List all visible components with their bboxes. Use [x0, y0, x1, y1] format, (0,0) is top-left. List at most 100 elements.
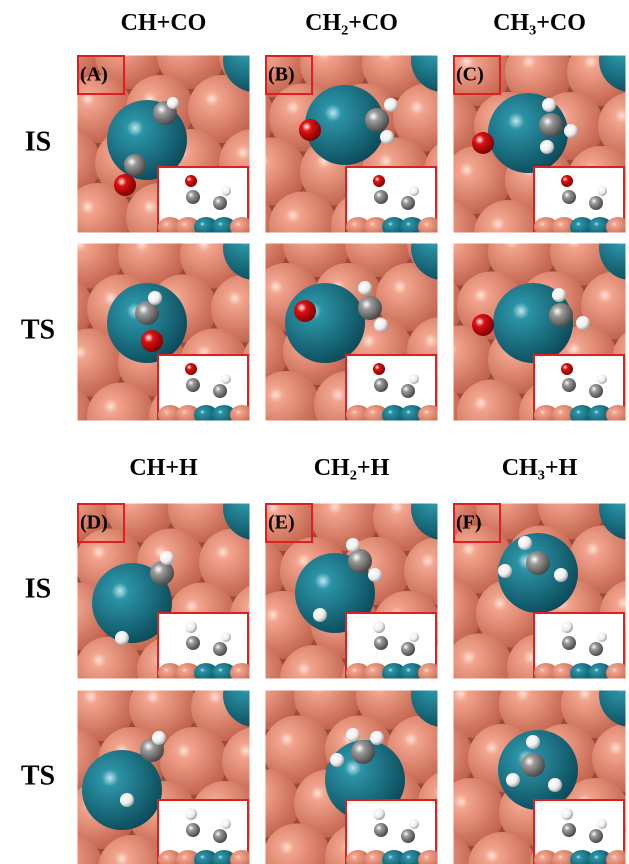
cu-atom: [569, 418, 629, 486]
inset-atom: [373, 175, 385, 187]
inset-atom: [373, 621, 385, 633]
cu-atom: [87, 383, 155, 451]
adsorbate-atom: [526, 735, 540, 749]
adsorbate-atom: [167, 97, 179, 109]
inset-atom: [185, 363, 197, 375]
inset-atom: [185, 621, 197, 633]
row-label: TS: [21, 760, 55, 791]
cu-atom: [218, 429, 286, 497]
inset-atom: [409, 374, 419, 384]
adsorbate-atom: [150, 561, 174, 585]
inset-atom: [561, 175, 573, 187]
inset-atom: [589, 384, 603, 398]
column-header: CH₂+CO: [305, 10, 398, 36]
adsorbate-atom: [540, 140, 554, 154]
row-label: TS: [21, 314, 55, 345]
inset-atom: [374, 190, 388, 204]
cu-atom: [598, 0, 629, 52]
inset-atom: [562, 190, 576, 204]
adsorbate-atom: [548, 778, 562, 792]
adsorbate-atom: [384, 98, 398, 112]
inset-atom: [185, 175, 197, 187]
inset-atom: [597, 186, 607, 196]
figure: CH+COCH₂+COCH₃+COIS(A)(B)(C)TSCH+HCH₂+HC…: [0, 0, 629, 864]
inset-atom: [589, 196, 603, 210]
inset-atom: [589, 642, 603, 656]
cu-atom: [0, 221, 62, 289]
adsorbate-atom: [114, 174, 136, 196]
adsorbate-atom: [115, 631, 129, 645]
cu-atom: [13, 421, 81, 489]
cu-atom: [207, 0, 275, 44]
adsorbate-atom: [472, 314, 494, 336]
adsorbate-atom: [506, 773, 520, 787]
adsorbate-atom: [148, 291, 162, 305]
adsorbate-atom: [518, 536, 532, 550]
cu-atom: [412, 0, 480, 52]
adsorbate-atom: [370, 731, 384, 745]
cu-atom: [2, 0, 70, 35]
inset-atom: [374, 636, 388, 650]
adsorbate-atom: [346, 538, 360, 552]
cu-atom: [13, 637, 81, 705]
cu-atom: [404, 429, 472, 497]
inset-atom: [409, 186, 419, 196]
inset-atom: [213, 384, 227, 398]
inset-atom: [221, 374, 231, 384]
adsorbate-atom: [330, 753, 344, 767]
inset-atom: [597, 632, 607, 642]
cu-atom: [393, 0, 461, 44]
inset-atom: [562, 378, 576, 392]
inset-atom: [401, 384, 415, 398]
inset-atom: [409, 632, 419, 642]
adsorbate-atom: [351, 740, 375, 764]
adsorbate-atom: [498, 564, 512, 578]
inset-atom: [373, 808, 385, 820]
adsorbate-atom: [358, 281, 372, 295]
adsorbate-atom: [374, 318, 388, 332]
column-header: CH₃+H: [502, 455, 578, 481]
inset-atom: [561, 363, 573, 375]
cu-atom: [5, 673, 73, 741]
row-label: IS: [25, 126, 51, 157]
panel-label: (A): [80, 64, 108, 86]
column-header: CH+H: [129, 455, 198, 481]
adsorbate-atom: [564, 124, 578, 138]
adsorbate-atom: [313, 608, 327, 622]
column-header: CH+CO: [121, 10, 207, 36]
adsorbate-atom: [380, 130, 394, 144]
metal-atom: [82, 750, 162, 830]
adsorbate-atom: [472, 132, 494, 154]
adsorbate-atom: [120, 793, 134, 807]
adsorbate-atom: [554, 568, 568, 582]
inset-atom: [374, 823, 388, 837]
cu-atom: [0, 475, 50, 543]
column-header: CH₃+CO: [493, 10, 586, 36]
inset-atom: [597, 819, 607, 829]
inset-atom: [186, 190, 200, 204]
cu-atom: [199, 421, 267, 489]
metal-atom: [285, 283, 365, 363]
inset-atom: [213, 196, 227, 210]
adsorbate-atom: [552, 288, 566, 302]
panel-label: (D): [80, 512, 108, 534]
inset-atom: [221, 632, 231, 642]
adsorbate-atom: [539, 113, 563, 137]
inset-atom: [374, 378, 388, 392]
inset-atom: [221, 819, 231, 829]
adsorbate-atom: [358, 296, 382, 320]
panel-label: (F): [456, 512, 482, 534]
adsorbate-atom: [521, 753, 545, 777]
adsorbate-atom: [299, 119, 321, 141]
inset-atom: [561, 621, 573, 633]
cu-atom: [252, 371, 320, 439]
column-header: CH₂+H: [314, 455, 390, 481]
adsorbate-atom: [152, 731, 166, 745]
cu-atom: [457, 380, 525, 448]
row-label: IS: [25, 573, 51, 604]
inset-atom: [401, 829, 415, 843]
inset-atom: [186, 823, 200, 837]
inset-atom: [562, 636, 576, 650]
adsorbate-atom: [526, 551, 550, 575]
adsorbate-atom: [549, 303, 573, 327]
